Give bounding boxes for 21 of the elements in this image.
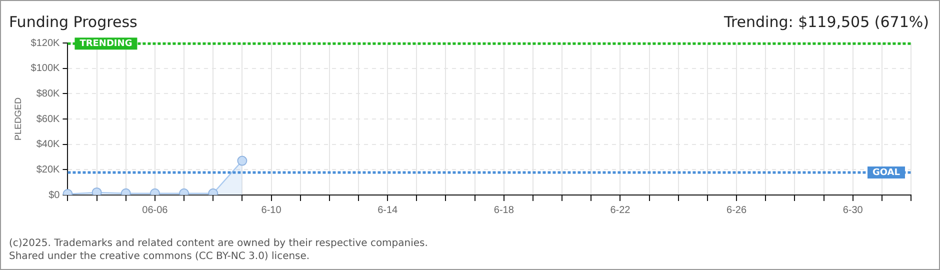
x-tick-label: 6-30	[842, 204, 864, 216]
y-tick-label: $40K	[36, 139, 60, 150]
x-tick-label: 6-26	[726, 204, 747, 216]
chart-title: Funding Progress	[9, 13, 138, 31]
y-tick-label: $120K	[30, 38, 60, 49]
x-tick-label: 6-14	[378, 204, 398, 216]
x-tick-label: 6-18	[494, 204, 514, 216]
y-tick-label: $60K	[36, 114, 60, 125]
ref-line-label: GOAL	[872, 168, 900, 178]
x-tick-label: 6-22	[610, 204, 631, 216]
text: Shared under the creative commons (CC BY-NC 3.0) license.	[9, 250, 311, 263]
ref-line-label: TRENDING	[80, 38, 132, 49]
text: (c)2025. Trademarks and related content are owned by their respective companies.	[9, 237, 428, 250]
y-tick-label: $80K	[36, 88, 60, 100]
x-tick-label: 6-10	[261, 204, 282, 216]
x-tick-label: 06-06	[142, 204, 168, 216]
y-tick-label: $20K	[36, 164, 60, 176]
y-tick-label: $0	[48, 190, 60, 201]
chart-subtitle: Trending: $119,505 (671%)	[724, 13, 929, 31]
y-tick-label: $100K	[30, 63, 60, 74]
y-axis-title: PLEDGED	[12, 96, 23, 141]
